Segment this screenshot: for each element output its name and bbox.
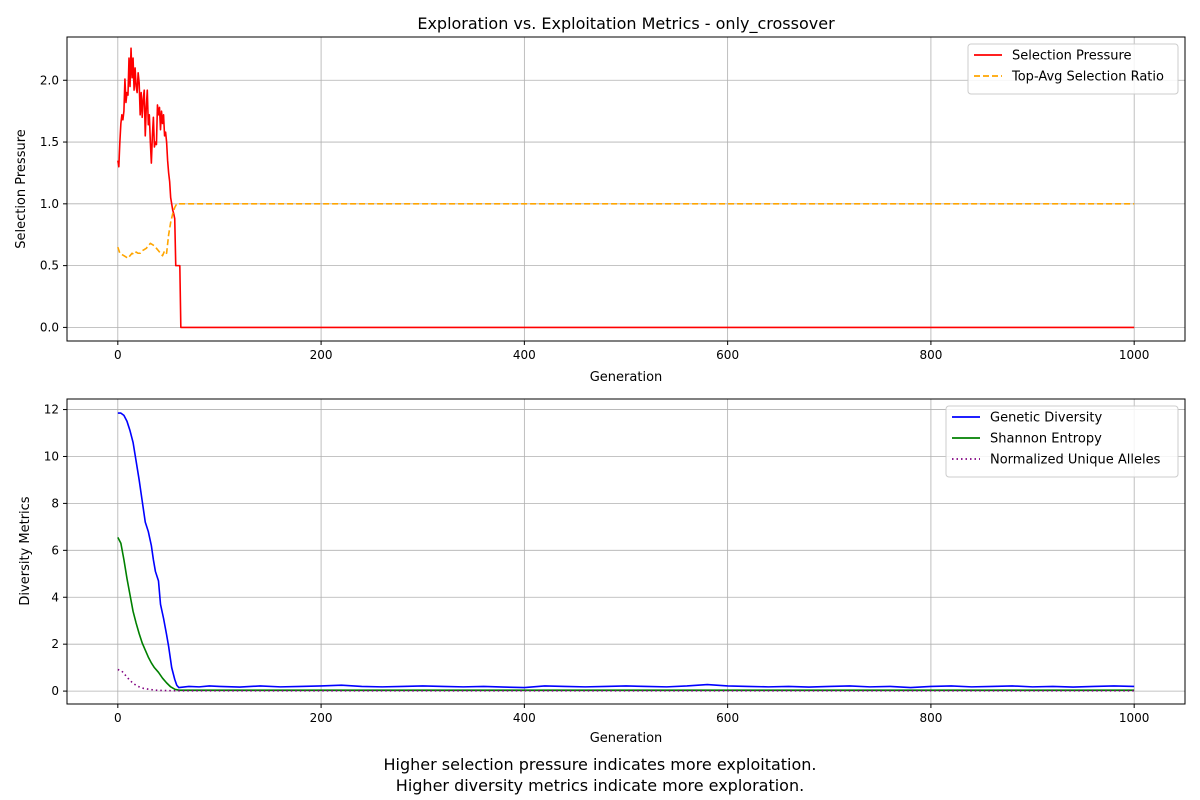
y-axis-label-top: Selection Pressure [14,129,29,249]
x-axis-label-bottom: Generation [590,731,663,746]
legend-entry: Genetic Diversity [990,411,1102,426]
y-tick-label: 1.5 [40,135,59,149]
x-tick-label: 1000 [1119,711,1150,725]
y-tick-label: 8 [51,496,59,510]
axes-frame-top [66,36,1186,342]
diversity-panel: 0 200 400 600 800 1000 0 2 4 6 8 10 12 Generation Di… [18,398,1186,746]
y-tick-label: 12 [44,403,59,417]
y-tick-label: 6 [51,543,59,557]
axes-frame-bottom [66,398,1186,705]
y-axis-label-bottom: Diversity Metrics [18,496,33,605]
x-tick-label: 400 [513,711,536,725]
caption-line-1: Higher selection pressure indicates more… [383,755,817,774]
chart-title: Exploration vs. Exploitation Metrics - o… [417,14,835,34]
x-tick-label: 1000 [1119,348,1150,362]
legend-entry: Selection Pressure [1012,49,1132,64]
series-line-normalized-unique-alleles [117,668,1135,692]
y-tick-label: 2.0 [40,73,59,87]
x-axis-label-top: Generation [590,370,663,385]
selection-pressure-panel: 0 200 400 600 800 1000 0.0 0.5 1.0 1.5 2.0 Explora… [14,14,1186,385]
legend-entry: Shannon Entropy [990,432,1102,447]
legend-top: Selection Pressure Top-Avg Selection Rati… [967,43,1179,95]
x-tick-label: 600 [716,348,739,362]
y-tick-label: 0.0 [40,320,59,334]
series-line-selection-pressure [117,47,1135,329]
y-tick-label: 2 [51,637,59,651]
x-tick-label: 400 [513,348,536,362]
x-tick-label: 200 [310,711,333,725]
x-tick-label: 800 [919,711,942,725]
legend-box [945,405,1179,478]
legend-entry: Top-Avg Selection Ratio [1011,70,1164,85]
y-tick-label: 0.5 [40,259,59,273]
legend-entry: Normalized Unique Alleles [990,453,1161,468]
x-tick-label: 0 [114,348,122,362]
x-tick-label: 200 [310,348,333,362]
x-tick-label: 600 [716,711,739,725]
y-tick-label: 4 [51,590,59,604]
y-tick-label: 0 [51,684,59,698]
legend-box [967,43,1179,95]
series-line-genetic-diversity [117,412,1135,689]
y-tick-label: 10 [44,449,59,463]
caption-line-2: Higher diversity metrics indicate more e… [395,776,805,795]
x-tick-label: 0 [114,711,122,725]
legend-bottom: Genetic Diversity Shannon Entropy Normaliz… [945,405,1179,478]
series-line-top-avg-selection-ratio [117,203,1135,259]
x-tick-label: 800 [919,348,942,362]
y-tick-label: 1.0 [40,197,59,211]
